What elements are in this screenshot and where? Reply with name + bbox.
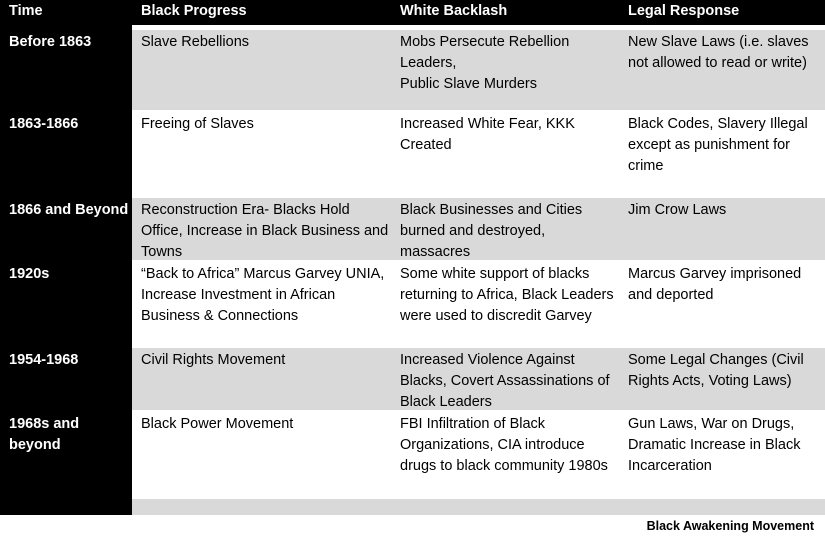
table-cell: Mobs Persecute Rebellion Leaders, Public… [400, 34, 570, 92]
row-bg [132, 30, 825, 110]
table-cell: FBI Infiltration of Black Organizations,… [400, 416, 608, 474]
table-cell: Civil Rights Movement [141, 352, 286, 368]
time-cell: 1863-1866 [9, 116, 79, 132]
header-bar [0, 0, 825, 25]
table-cell: New Slave Laws (i.e. slaves not allowed … [628, 34, 809, 71]
table-cell: Freeing of Slaves [141, 116, 254, 132]
filler-row [132, 499, 825, 515]
row-bg [132, 348, 825, 410]
time-cell: 1954-1968 [9, 352, 79, 368]
header-cell: Black Progress [141, 3, 247, 19]
time-cell: Before 1863 [9, 34, 92, 50]
header-cell: Time [9, 3, 43, 19]
table-cell: Increased Violence Against Blacks, Cover… [400, 352, 610, 410]
header-cell: White Backlash [400, 3, 508, 19]
table-cell: Jim Crow Laws [628, 202, 727, 218]
time-column-bg [0, 0, 132, 515]
footer: Black Awakening Movement [646, 519, 814, 533]
table-cell: Black Power Movement [141, 416, 294, 432]
table-cell: “Back to Africa” Marcus Garvey UNIA, Inc… [141, 266, 385, 324]
table-cell: Some white support of blacks returning t… [400, 266, 614, 324]
time-cell: 1968s and beyond [9, 416, 80, 453]
time-cell: 1866 and Beyond [9, 202, 129, 218]
table-cell: Reconstruction Era- Blacks Hold Office, … [141, 202, 389, 260]
table-cell: Gun Laws, War on Drugs, Dramatic Increas… [628, 416, 801, 474]
table-cell: Slave Rebellions [141, 34, 250, 50]
table-cell: Some Legal Changes (Civil Rights Acts, V… [628, 352, 804, 389]
table-cell: Increased White Fear, KKK Created [400, 116, 575, 153]
time-cell: 1920s [9, 266, 50, 282]
header-cell: Legal Response [628, 3, 740, 19]
table-cell: Black Businesses and Cities burned and d… [400, 202, 583, 260]
table-cell: Black Codes, Slavery Illegal except as p… [628, 116, 808, 174]
table-cell: Marcus Garvey imprisoned and deported [628, 266, 802, 303]
row-bg [132, 198, 825, 260]
